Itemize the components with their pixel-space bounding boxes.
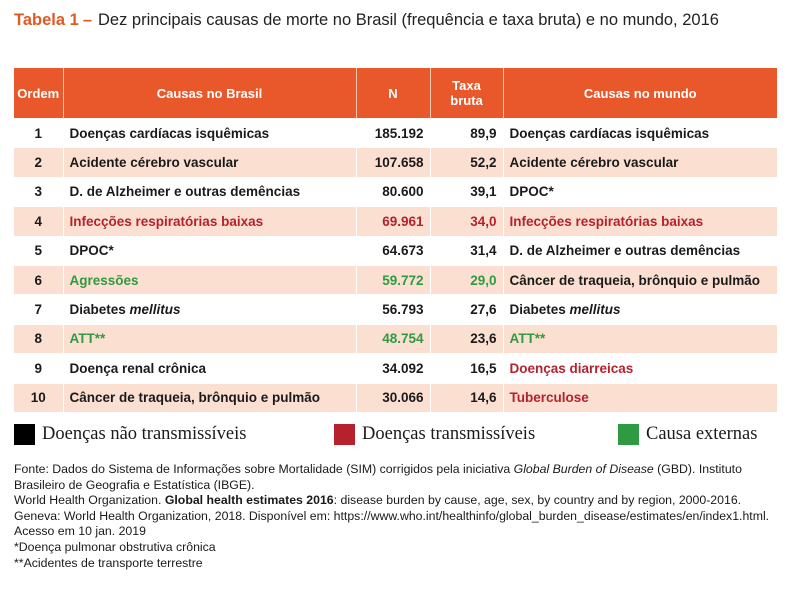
cell-n: 59.772 — [356, 264, 431, 295]
cell-n: 80.600 — [356, 176, 431, 207]
legend-item-externas: Causa externas — [618, 424, 757, 445]
cell-ordem: 1 — [14, 117, 64, 148]
footnote-att: **Acidentes de transporte terrestre — [14, 555, 203, 570]
cell-causa-mundo: ATT** — [503, 323, 777, 354]
cell-taxa: 52,2 — [430, 147, 504, 178]
source-italic: Global Burden of Disease — [513, 462, 654, 476]
cell-causa-brasil: Agressões — [63, 264, 357, 295]
cell-ordem: 10 — [14, 382, 64, 412]
title-dash: – — [82, 11, 92, 29]
cell-n: 64.673 — [356, 235, 431, 266]
cell-ordem: 7 — [14, 294, 64, 325]
cell-n: 34.092 — [356, 353, 431, 384]
legend-swatch-red — [334, 424, 355, 445]
cell-italic-text: mellitus — [129, 302, 181, 318]
cell-taxa: 27,6 — [430, 294, 504, 325]
source-text-end: (GBD). Instituto Brasileiro de Geografia… — [14, 462, 742, 492]
cell-italic-text: mellitus — [569, 302, 621, 318]
cell-n: 56.793 — [356, 294, 431, 325]
cell-n: 30.066 — [356, 382, 431, 412]
cell-n: 185.192 — [356, 117, 431, 148]
who-reference: World Health Organization. Global health… — [14, 493, 784, 540]
legend-swatch-green — [618, 424, 639, 445]
legend: Doenças não transmissíveis Doenças trans… — [14, 424, 784, 450]
cell-ordem: 8 — [14, 323, 64, 354]
header-taxa-line1: Taxa — [452, 78, 481, 93]
header-causas-brasil: Causas no Brasil — [63, 68, 357, 119]
cell-causa-mundo: D. de Alzheimer e outras demências — [503, 235, 777, 266]
table-row: 5 DPOC* 64.673 31,4 D. de Alzheimer e ou… — [14, 235, 777, 266]
legend-label: Causa externas — [646, 424, 758, 444]
cell-causa-mundo: Doenças diarreicas — [503, 353, 777, 384]
cell-taxa: 34,0 — [430, 206, 504, 237]
cell-n: 48.754 — [356, 323, 431, 354]
table-row: 8 ATT** 48.754 23,6 ATT** — [14, 323, 777, 354]
legend-item-nao-transmissiveis: Doenças não transmissíveis — [14, 424, 247, 445]
cell-causa-brasil: ATT** — [63, 323, 357, 354]
cell-ordem: 6 — [14, 264, 64, 295]
cell-n: 69.961 — [356, 206, 431, 237]
cell-ordem: 3 — [14, 176, 64, 207]
table-label: Tabela 1 — [14, 11, 79, 29]
footnotes: Fonte: Dados do Sistema de Informações s… — [14, 462, 784, 571]
table-row: 3 D. de Alzheimer e outras demências 80.… — [14, 176, 777, 207]
cell-taxa: 39,1 — [430, 176, 504, 207]
cell-causa-mundo: Acidente cérebro vascular — [503, 147, 777, 178]
cell-causa-mundo: Infecções respiratórias baixas — [503, 206, 777, 237]
cell-causa-mundo: DPOC* — [503, 176, 777, 207]
cell-ordem: 9 — [14, 353, 64, 384]
table-row: 1 Doenças cardíacas isquêmicas 185.192 8… — [14, 117, 777, 148]
who-text: World Health Organization. — [14, 493, 165, 508]
cell-ordem: 5 — [14, 235, 64, 266]
table-row: 10 Câncer de traqueia, brônquio e pulmão… — [14, 382, 777, 412]
cell-causa-brasil: Infecções respiratórias baixas — [63, 206, 357, 237]
cell-ordem: 4 — [14, 206, 64, 237]
cell-text: Diabetes — [509, 302, 566, 318]
title-text: Dez principais causas de morte no Brasil… — [98, 11, 719, 29]
cell-taxa: 14,6 — [430, 382, 504, 412]
table-row: 7 Diabetes mellitus 56.793 27,6 Diabetes… — [14, 294, 777, 325]
header-n: N — [356, 68, 431, 119]
cell-ordem: 2 — [14, 147, 64, 178]
who-text-end: : disease burden by cause, age, sex, by … — [14, 493, 770, 539]
cell-taxa: 31,4 — [430, 235, 504, 266]
cell-causa-mundo: Diabetes mellitus — [503, 294, 777, 325]
cell-causa-mundo: Tuberculose — [503, 382, 777, 412]
legend-item-transmissiveis: Doenças transmissíveis — [334, 424, 535, 445]
cell-causa-brasil: Diabetes mellitus — [63, 294, 357, 325]
cell-causa-mundo: Câncer de traqueia, brônquio e pulmão — [503, 264, 777, 295]
cell-taxa: 23,6 — [430, 323, 504, 354]
table-row: 9 Doença renal crônica 34.092 16,5 Doenç… — [14, 353, 777, 384]
header-taxa-line2: bruta — [450, 93, 483, 108]
table-title: Tabela 1– Dez principais causas de morte … — [14, 10, 784, 30]
legend-label: Doenças não transmissíveis — [42, 424, 247, 444]
cell-causa-mundo: Doenças cardíacas isquêmicas — [503, 117, 777, 148]
cell-n: 107.658 — [356, 147, 431, 178]
table-row: 4 Infecções respiratórias baixas 69.961 … — [14, 206, 777, 237]
cell-taxa: 29,0 — [430, 264, 504, 295]
causes-table: Ordem Causas no Brasil N Taxa bruta Causa… — [14, 68, 777, 412]
cell-causa-brasil: Acidente cérebro vascular — [63, 147, 357, 178]
header-causas-mundo: Causas no mundo — [503, 68, 777, 119]
footnote-dpoc: *Doença pulmonar obstrutiva crônica — [14, 539, 216, 554]
cell-taxa: 89,9 — [430, 117, 504, 148]
who-bold: Global health estimates 2016 — [164, 493, 334, 508]
source-note: Fonte: Dados do Sistema de Informações s… — [14, 462, 784, 493]
cell-taxa: 16,5 — [430, 353, 504, 384]
header-ordem: Ordem — [14, 68, 64, 119]
legend-swatch-black — [14, 424, 35, 445]
legend-label: Doenças transmissíveis — [362, 424, 536, 444]
cell-text: Diabetes — [69, 302, 126, 318]
table-row: 2 Acidente cérebro vascular 107.658 52,2… — [14, 147, 777, 178]
source-text: Fonte: Dados do Sistema de Informações s… — [14, 462, 514, 476]
table-row: 6 Agressões 59.772 29,0 Câncer de traque… — [14, 264, 777, 295]
cell-causa-brasil: Câncer de traqueia, brônquio e pulmão — [63, 382, 357, 412]
cell-causa-brasil: DPOC* — [63, 235, 357, 266]
cell-causa-brasil: D. de Alzheimer e outras demências — [63, 176, 357, 207]
table-header-row: Ordem Causas no Brasil N Taxa bruta Causa… — [14, 68, 777, 119]
cell-causa-brasil: Doença renal crônica — [63, 353, 357, 384]
header-taxa-bruta: Taxa bruta — [430, 68, 504, 119]
cell-causa-brasil: Doenças cardíacas isquêmicas — [63, 117, 357, 148]
